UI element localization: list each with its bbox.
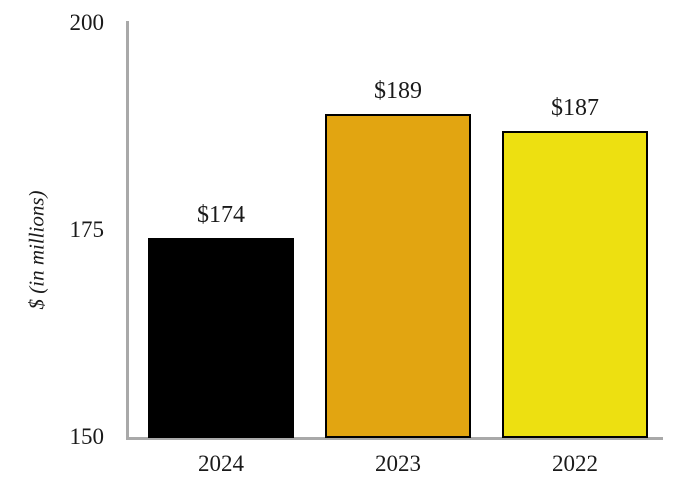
x-category-label-2024: 2024: [198, 451, 244, 476]
y-tick-label: 200: [69, 10, 105, 35]
y-axis-line: [126, 21, 129, 440]
x-category-label-2022: 2022: [552, 451, 598, 476]
bar-2024: [148, 238, 294, 438]
y-tick-label: 175: [69, 217, 105, 242]
bar-value-label-2023: $189: [374, 78, 422, 104]
bar-2022: [502, 131, 648, 438]
y-tick-label: 150: [69, 424, 105, 449]
y-axis-title: $ (in millions): [24, 190, 49, 310]
bar-value-label-2024: $174: [197, 202, 245, 228]
x-category-label-2023: 2023: [375, 451, 421, 476]
bar-value-label-2022: $187: [551, 95, 599, 121]
x-axis-line: [126, 437, 663, 440]
bar-2023: [325, 114, 471, 438]
